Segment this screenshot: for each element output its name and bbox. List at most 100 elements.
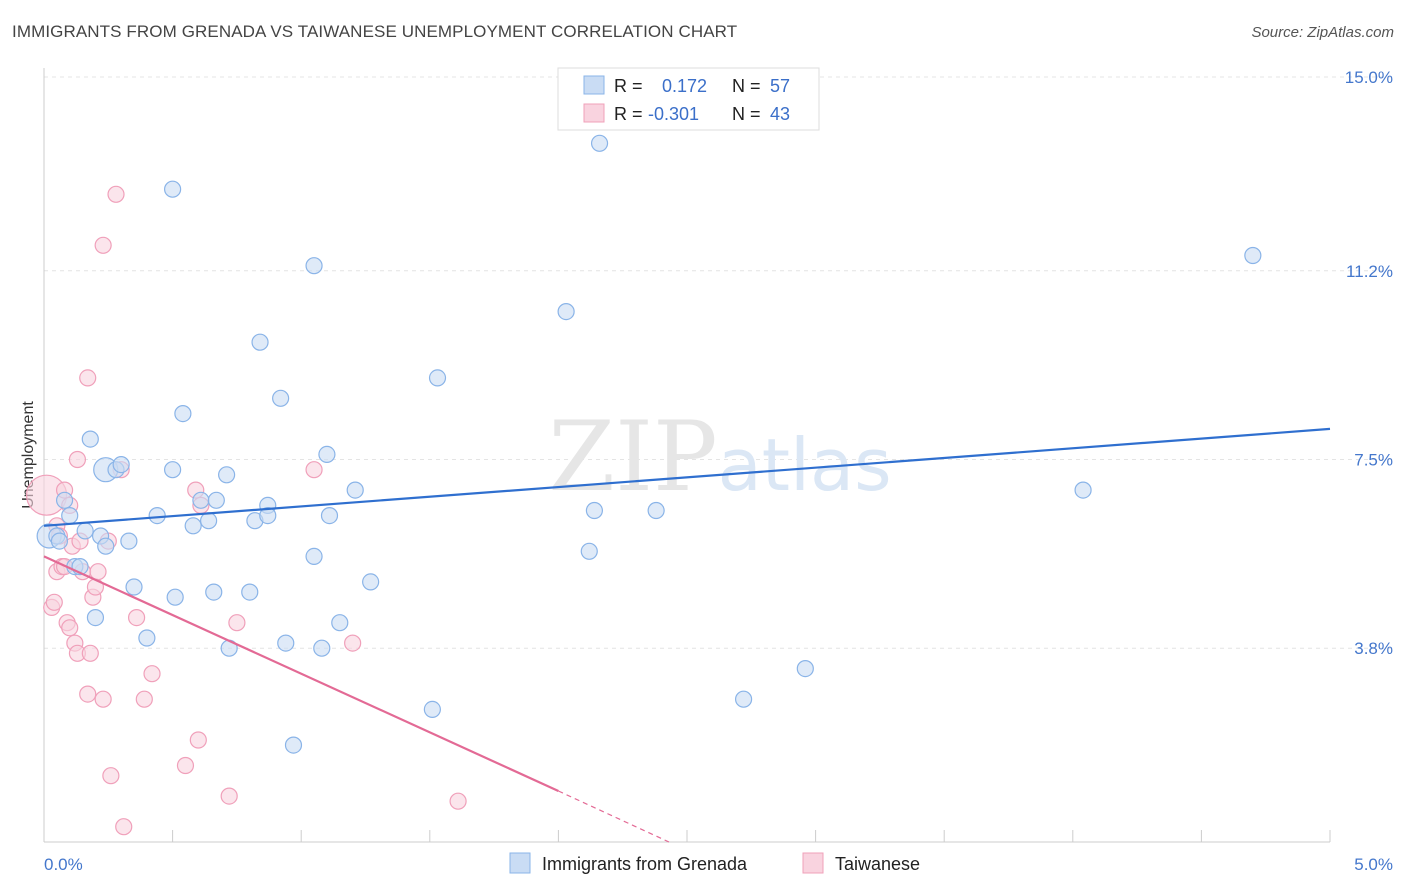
taiwanese-point (305, 461, 323, 479)
taiwanese-point (45, 593, 63, 611)
grenada-point (241, 583, 259, 601)
legend-r-value-2: -0.301 (648, 104, 699, 124)
grenada-point (174, 405, 192, 423)
grenada-point (50, 532, 69, 550)
series-legend-swatch-grenada (509, 852, 531, 874)
taiwanese-point (79, 369, 97, 387)
grenada-point (423, 700, 441, 719)
taiwanese-point (449, 792, 467, 810)
grenada-point (120, 532, 138, 550)
grenada-point (81, 430, 99, 448)
taiwanese-point (61, 619, 79, 637)
grenada-point (205, 583, 223, 601)
legend-n-label-2: N = (732, 104, 761, 124)
taiwanese-point (79, 685, 97, 703)
taiwanese-point (94, 690, 112, 708)
grenada-point (428, 369, 447, 387)
series-legend-label-grenada: Immigrants from Grenada (542, 854, 748, 874)
chart-title: IMMIGRANTS FROM GRENADA VS TAIWANESE UNE… (12, 22, 738, 41)
grenada-point (331, 614, 349, 632)
grenada-point (647, 501, 665, 520)
grenada-point (305, 257, 323, 275)
grenada-point (148, 506, 166, 525)
grenada-point (76, 522, 94, 540)
grenada-point (207, 491, 225, 509)
legend-r-label-1: R = (614, 76, 643, 96)
grenada-point (362, 573, 380, 591)
grenada-point (61, 506, 79, 525)
grenada-point (305, 547, 323, 566)
y-tick-label: 3.8% (1354, 639, 1393, 658)
taiwanese-point (228, 614, 246, 632)
tick-labels: 3.8% 7.5% 11.2% 15.0% 0.0% 5.0% (44, 68, 1393, 874)
taiwanese-point (176, 756, 195, 775)
grenada-point (313, 639, 331, 657)
taiwanese-point (143, 665, 161, 683)
x-tick-label: 5.0% (1354, 855, 1393, 874)
x-tick-label: 0.0% (44, 855, 83, 874)
legend-r-value-1: 0.172 (662, 76, 707, 96)
taiwanese-point (189, 731, 207, 749)
grenada-point (164, 461, 182, 479)
taiwanese-point (68, 450, 87, 469)
grenada-point (1074, 481, 1092, 499)
grenada-point (97, 537, 115, 555)
grid (43, 76, 1392, 842)
grenada-point (284, 736, 303, 754)
series-legend-label-taiwanese: Taiwanese (835, 854, 920, 874)
grenada-point (318, 445, 336, 463)
grenada-point (218, 466, 236, 484)
grenada-point (277, 634, 295, 652)
grenada-point (192, 491, 210, 509)
taiwanese-point (102, 767, 120, 785)
legend-n-label-1: N = (732, 76, 761, 96)
legend-swatch-grenada (583, 75, 605, 95)
grenada-point (112, 456, 130, 474)
grenada-point (138, 629, 156, 647)
grenada-point (166, 588, 184, 606)
taiwanese-point (135, 690, 153, 708)
grenada-point (320, 506, 339, 525)
legend-swatch-taiwanese (583, 103, 605, 123)
axes (43, 68, 1330, 843)
taiwanese-point (94, 236, 112, 254)
taiwanese-point (107, 185, 125, 203)
grenada-trend-line (43, 427, 1331, 527)
chart-source: Source: ZipAtlas.com (1251, 24, 1394, 41)
grenada-point (164, 180, 182, 198)
y-tick-label: 11.2% (1346, 262, 1393, 281)
grenada-point (259, 506, 277, 525)
series-legend-swatch-taiwanese (802, 852, 824, 874)
trend-lines (43, 427, 1331, 843)
grenada-point (580, 542, 598, 560)
legend-n-value-2: 43 (770, 104, 790, 124)
grenada-point (346, 481, 364, 499)
legend-r-label-2: R = (614, 104, 643, 124)
y-tick-label: 15.0% (1345, 68, 1393, 87)
grenada-point (796, 659, 814, 678)
taiwanese-trend-extension (558, 790, 670, 843)
taiwanese-point (89, 563, 107, 581)
taiwanese-point (344, 634, 362, 652)
grenada-point (55, 491, 74, 509)
taiwanese-point (127, 608, 146, 627)
grenada-point (200, 512, 218, 530)
grenada-point (251, 333, 269, 351)
stats-legend: R = 0.172 N = 57 R = -0.301 N = 43 (557, 67, 820, 131)
watermark: ZIPatlas (548, 401, 891, 513)
legend-n-value-1: 57 (770, 76, 790, 96)
grenada-point (734, 690, 753, 708)
y-tick-label: 7.5% (1354, 451, 1393, 470)
grenada-point (184, 517, 202, 535)
grenada-point (1244, 246, 1262, 265)
grenada-point (86, 608, 105, 627)
taiwanese-trend-line (43, 555, 559, 793)
grenada-point (272, 389, 290, 407)
grenada-point (125, 578, 143, 596)
series-legend: Immigrants from Grenada Taiwanese (509, 852, 920, 874)
grenada-point (590, 134, 609, 152)
taiwanese-point (81, 644, 99, 662)
taiwanese-point (115, 818, 133, 836)
grenada-point (585, 501, 604, 520)
